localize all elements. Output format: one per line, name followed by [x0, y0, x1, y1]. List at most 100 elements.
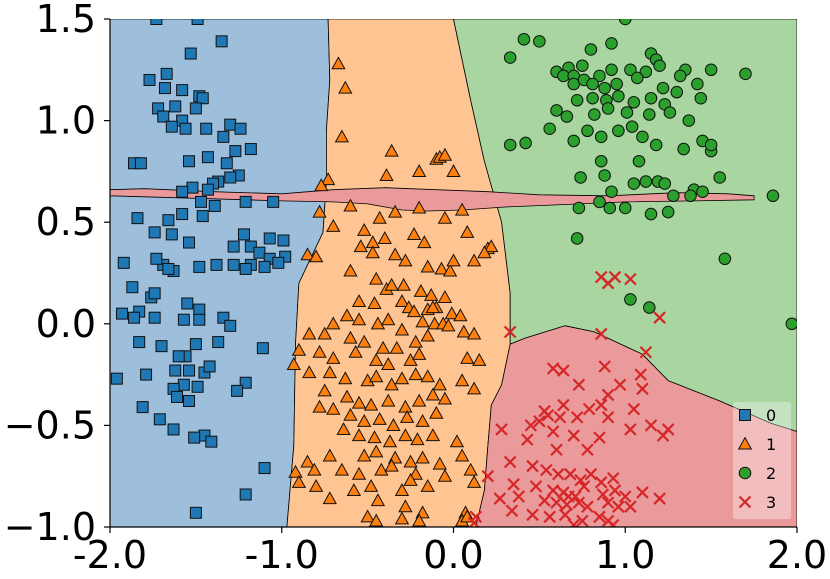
- point-class-0: [189, 102, 202, 115]
- point-class-1: [374, 462, 389, 476]
- point-class-0: [162, 214, 175, 227]
- point-class-1: [437, 290, 453, 303]
- point-class-3: [524, 419, 538, 432]
- point-class-0: [150, 19, 163, 25]
- point-class-0: [195, 195, 208, 208]
- point-class-1: [317, 383, 332, 397]
- point-class-0: [237, 228, 250, 241]
- point-class-1: [410, 432, 425, 446]
- point-class-1: [449, 434, 465, 448]
- point-class-0: [148, 311, 161, 324]
- point-class-1: [411, 346, 427, 360]
- point-class-3: [644, 419, 658, 432]
- point-class-2: [586, 77, 599, 91]
- point-class-2: [586, 91, 599, 105]
- legend-label: 3: [766, 493, 776, 512]
- decision-region-class-3: [110, 187, 755, 212]
- point-class-2: [543, 122, 556, 136]
- point-class-1: [322, 448, 338, 462]
- point-class-1: [348, 344, 363, 358]
- point-class-0: [117, 256, 130, 269]
- point-class-0: [239, 376, 252, 389]
- point-class-0: [253, 246, 266, 259]
- point-class-2: [618, 201, 632, 215]
- point-class-1: [351, 294, 367, 308]
- point-class-0: [203, 360, 216, 373]
- point-class-3: [505, 504, 519, 518]
- point-class-1: [437, 391, 453, 405]
- point-class-2: [594, 154, 608, 168]
- point-class-1: [453, 308, 468, 322]
- point-class-1: [357, 222, 372, 236]
- point-class-2: [625, 120, 639, 133]
- point-class-0: [239, 195, 252, 208]
- point-class-1: [312, 204, 327, 218]
- point-class-1: [423, 287, 439, 301]
- point-class-0: [116, 307, 129, 320]
- legend-marker-1: [737, 436, 753, 450]
- point-class-1: [370, 493, 386, 507]
- point-class-3: [601, 388, 615, 402]
- point-class-2: [574, 171, 587, 184]
- point-class-2: [627, 96, 641, 109]
- point-class-1: [312, 344, 327, 358]
- point-class-2: [658, 177, 672, 190]
- point-class-2: [612, 124, 625, 138]
- point-class-2: [550, 104, 563, 117]
- point-class-1: [300, 454, 315, 468]
- point-class-1: [472, 353, 487, 366]
- point-class-0: [244, 240, 257, 253]
- point-class-1: [417, 235, 432, 249]
- point-class-1: [343, 263, 358, 277]
- point-class-3: [481, 469, 495, 483]
- point-class-1: [351, 312, 367, 326]
- point-class-2: [576, 59, 589, 73]
- point-class-1: [398, 253, 413, 267]
- point-class-1: [372, 411, 387, 425]
- point-class-2: [766, 189, 780, 203]
- point-class-0: [148, 226, 161, 239]
- point-class-1: [399, 409, 415, 423]
- point-class-1: [394, 294, 410, 308]
- point-class-1: [308, 249, 324, 263]
- point-class-1: [444, 306, 459, 320]
- point-class-1: [291, 474, 307, 488]
- point-class-0: [165, 120, 178, 133]
- point-class-3: [596, 488, 610, 501]
- point-class-1: [322, 491, 338, 505]
- point-class-1: [466, 326, 482, 340]
- legend-label: 2: [766, 464, 776, 483]
- point-class-3: [656, 429, 670, 442]
- point-class-3: [550, 496, 563, 509]
- point-class-3: [582, 402, 596, 416]
- point-class-1: [339, 389, 355, 403]
- point-class-1: [351, 466, 367, 480]
- point-class-1: [425, 428, 441, 442]
- point-class-1: [370, 316, 386, 330]
- point-class-1: [381, 312, 396, 326]
- legend-marker-2: [738, 466, 752, 480]
- point-class-1: [425, 300, 441, 314]
- point-class-0: [196, 92, 209, 105]
- point-class-1: [369, 444, 384, 458]
- point-class-3: [601, 410, 615, 424]
- point-class-1: [326, 350, 341, 364]
- point-class-3: [512, 490, 526, 503]
- point-class-0: [169, 100, 182, 113]
- point-class-0: [212, 336, 225, 349]
- point-class-1: [320, 172, 336, 186]
- point-class-0: [176, 84, 189, 97]
- point-class-3: [543, 510, 556, 524]
- point-class-2: [677, 142, 690, 156]
- point-class-2: [630, 71, 644, 85]
- point-class-1: [411, 200, 427, 214]
- point-class-0: [177, 313, 190, 326]
- point-class-2: [739, 67, 752, 81]
- point-class-1: [369, 353, 384, 366]
- point-class-0: [176, 208, 189, 221]
- point-class-3: [594, 398, 608, 412]
- point-class-3: [594, 476, 608, 489]
- point-class-1: [357, 334, 372, 348]
- point-class-0: [244, 143, 257, 156]
